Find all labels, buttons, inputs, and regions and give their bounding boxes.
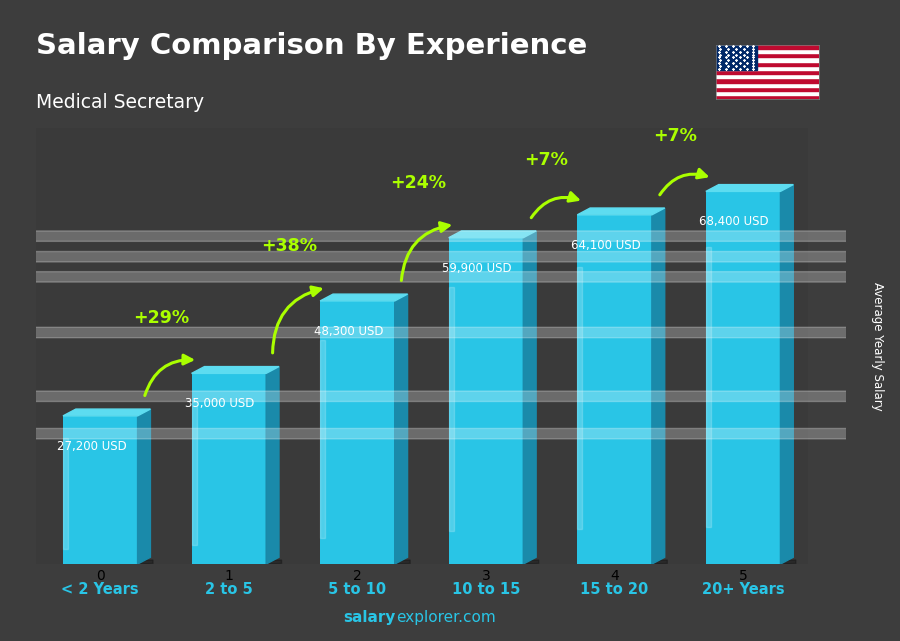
- Polygon shape: [449, 231, 536, 238]
- Text: 2 to 5: 2 to 5: [205, 581, 253, 597]
- Bar: [716, 74, 819, 78]
- Text: +7%: +7%: [653, 128, 697, 146]
- Bar: [716, 45, 757, 70]
- Polygon shape: [577, 208, 665, 215]
- Polygon shape: [652, 208, 665, 564]
- Bar: [577, 215, 652, 564]
- Polygon shape: [706, 247, 711, 527]
- Polygon shape: [66, 560, 153, 567]
- Circle shape: [0, 391, 900, 401]
- Circle shape: [0, 231, 900, 242]
- Bar: [716, 70, 819, 74]
- Polygon shape: [266, 367, 279, 564]
- Polygon shape: [449, 287, 454, 531]
- Bar: [706, 192, 780, 564]
- Bar: [716, 49, 819, 53]
- Bar: [716, 91, 819, 95]
- Polygon shape: [580, 560, 667, 567]
- Polygon shape: [706, 185, 793, 192]
- Circle shape: [0, 251, 900, 262]
- Bar: [63, 416, 138, 564]
- Text: < 2 Years: < 2 Years: [61, 581, 140, 597]
- Polygon shape: [63, 438, 68, 549]
- Text: 35,000 USD: 35,000 USD: [185, 397, 255, 410]
- Polygon shape: [451, 560, 539, 567]
- Polygon shape: [192, 367, 279, 373]
- Polygon shape: [192, 402, 197, 545]
- Text: 10 to 15: 10 to 15: [452, 581, 520, 597]
- Text: +38%: +38%: [261, 237, 318, 255]
- Text: 5 to 10: 5 to 10: [328, 581, 386, 597]
- Bar: [716, 58, 819, 62]
- Circle shape: [0, 328, 900, 338]
- Bar: [320, 301, 395, 564]
- Bar: [449, 238, 523, 564]
- Bar: [716, 95, 819, 99]
- Circle shape: [0, 428, 900, 439]
- Text: 15 to 20: 15 to 20: [580, 581, 649, 597]
- Text: 27,200 USD: 27,200 USD: [57, 440, 126, 453]
- Bar: [716, 66, 819, 70]
- Bar: [716, 78, 819, 83]
- Polygon shape: [323, 560, 410, 567]
- Text: 20+ Years: 20+ Years: [702, 581, 785, 597]
- Bar: [716, 62, 819, 66]
- Text: 64,100 USD: 64,100 USD: [571, 239, 641, 252]
- Text: 68,400 USD: 68,400 USD: [699, 215, 770, 228]
- Polygon shape: [320, 294, 408, 301]
- Text: 48,300 USD: 48,300 USD: [314, 325, 383, 338]
- Text: explorer.com: explorer.com: [396, 610, 496, 625]
- Text: +29%: +29%: [132, 310, 189, 328]
- Text: Medical Secretary: Medical Secretary: [36, 93, 204, 112]
- Bar: [192, 373, 266, 564]
- Polygon shape: [138, 409, 150, 564]
- Text: salary: salary: [344, 610, 396, 625]
- Polygon shape: [708, 560, 796, 567]
- Text: Average Yearly Salary: Average Yearly Salary: [871, 282, 884, 410]
- Text: Salary Comparison By Experience: Salary Comparison By Experience: [36, 32, 587, 60]
- Circle shape: [0, 272, 900, 282]
- Polygon shape: [395, 294, 408, 564]
- Polygon shape: [194, 560, 282, 567]
- Polygon shape: [780, 185, 793, 564]
- Bar: [716, 83, 819, 87]
- Polygon shape: [577, 267, 582, 529]
- Text: 59,900 USD: 59,900 USD: [442, 262, 512, 275]
- Bar: [716, 45, 819, 49]
- Bar: [716, 53, 819, 58]
- Polygon shape: [63, 409, 150, 416]
- Text: +7%: +7%: [525, 151, 569, 169]
- Bar: [716, 87, 819, 91]
- Text: +24%: +24%: [390, 174, 446, 192]
- Polygon shape: [320, 340, 325, 538]
- Polygon shape: [523, 231, 536, 564]
